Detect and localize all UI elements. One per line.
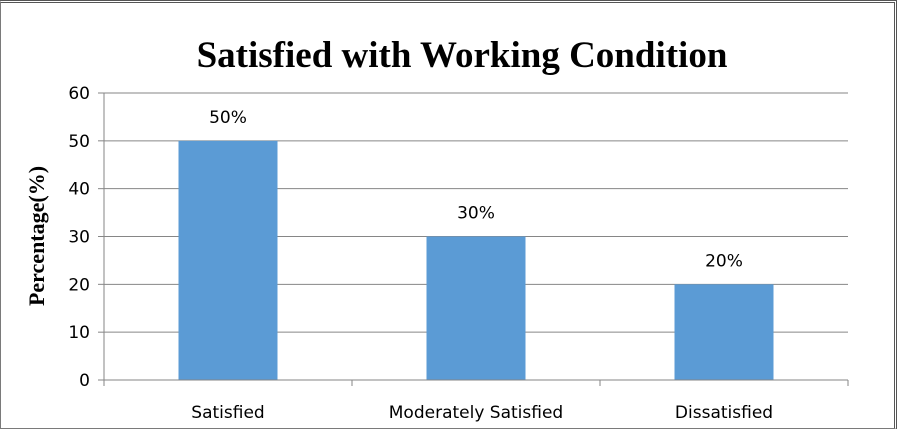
bars [178, 140, 774, 380]
bar-2 [674, 284, 774, 380]
y-tick-label-40: 40 [68, 180, 90, 200]
x-tick-label-2: Dissatisfied [675, 403, 773, 423]
y-tick-label-30: 30 [68, 228, 90, 248]
chart-title: Satisfied with Working Condition [197, 35, 728, 76]
y-tick-label-50: 50 [68, 132, 90, 152]
data-label-1: 30% [457, 204, 495, 224]
x-tick-label-1: Moderately Satisfied [389, 403, 563, 423]
y-tick-label-20: 20 [68, 275, 90, 295]
y-tick-label-0: 0 [79, 371, 90, 391]
y-tick-label-60: 60 [68, 84, 90, 104]
y-axis-label: Percentage(%) [24, 166, 49, 306]
data-label-2: 20% [705, 251, 743, 271]
x-tick-label-0: Satisfied [191, 403, 264, 423]
bar-0 [178, 140, 278, 380]
labels: 0 10 20 30 40 50 60 50% Satisfied 30% Moderately S… [68, 84, 773, 423]
bar-1 [426, 236, 526, 380]
axes [98, 92, 849, 386]
data-label-0: 50% [209, 108, 247, 128]
y-tick-label-10: 10 [68, 323, 90, 343]
